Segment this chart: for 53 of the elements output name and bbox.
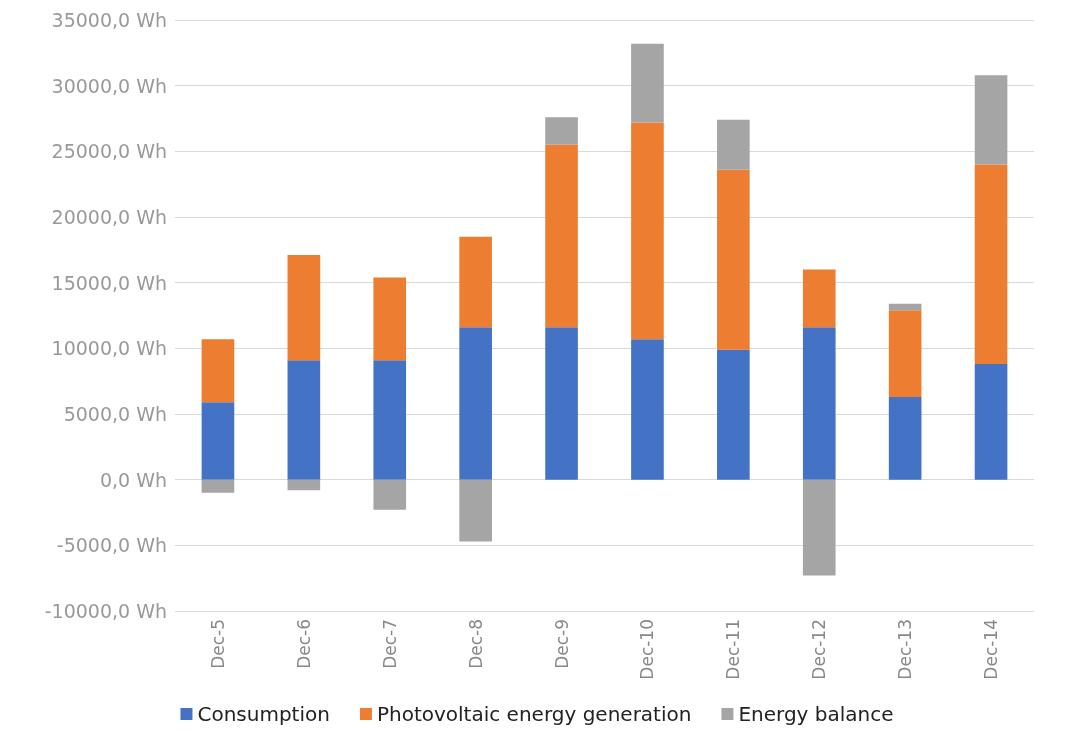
legend-label: Consumption <box>197 702 330 726</box>
bar <box>631 122 664 340</box>
bar <box>373 479 407 510</box>
bar <box>287 479 321 491</box>
bar <box>802 327 836 480</box>
legend-label: Photovoltaic energy generation <box>376 702 692 726</box>
x-tick-label: Dec-14 <box>981 619 1002 680</box>
bar <box>459 236 492 328</box>
x-tick-label: Dec-5 <box>207 619 228 669</box>
bar <box>201 402 235 480</box>
y-tick-label: 0,0 Wh <box>99 468 167 491</box>
x-tick-label: Dec-9 <box>551 619 572 669</box>
bar <box>717 169 750 350</box>
y-tick-label: 10000,0 Wh <box>51 337 167 360</box>
y-tick-label: -10000,0 Wh <box>44 600 167 622</box>
bar <box>545 117 578 145</box>
bar <box>888 396 922 480</box>
bar <box>545 144 578 328</box>
bar <box>717 119 750 170</box>
y-tick-label: 25000,0 Wh <box>51 140 167 163</box>
y-tick-label: 35000,0 Wh <box>51 9 167 31</box>
y-tick-label: 30000,0 Wh <box>51 74 167 97</box>
bar <box>459 327 492 480</box>
bar <box>201 479 235 493</box>
bar <box>717 349 750 480</box>
bar <box>974 364 1008 480</box>
bar <box>802 479 836 576</box>
x-tick-label: Dec-10 <box>637 619 658 680</box>
bar <box>888 310 922 397</box>
x-tick-label: Dec-11 <box>723 619 744 680</box>
bar <box>287 360 321 480</box>
x-tick-label: Dec-7 <box>379 619 400 669</box>
y-tick-label: 5000,0 Wh <box>63 403 167 425</box>
bar <box>545 327 578 480</box>
bar <box>373 277 407 361</box>
bar <box>459 479 492 542</box>
x-tick-label: Dec-12 <box>809 619 830 680</box>
bar <box>201 339 235 403</box>
bar <box>974 75 1008 165</box>
x-tick-label: Dec-13 <box>895 619 916 680</box>
bar <box>802 269 836 328</box>
y-tick-label: -5000,0 Wh <box>56 534 167 557</box>
bar <box>974 164 1008 365</box>
bar <box>631 43 664 123</box>
bar <box>888 303 922 311</box>
y-tick-label: 15000,0 Wh <box>51 271 167 294</box>
x-tick-label: Dec-6 <box>293 619 314 669</box>
x-tick-label: Dec-8 <box>465 619 486 669</box>
y-tick-label: 20000,0 Wh <box>51 206 167 228</box>
bar <box>373 360 407 480</box>
bar <box>631 339 664 480</box>
bar <box>287 255 321 361</box>
legend-label: Energy balance <box>738 702 894 726</box>
